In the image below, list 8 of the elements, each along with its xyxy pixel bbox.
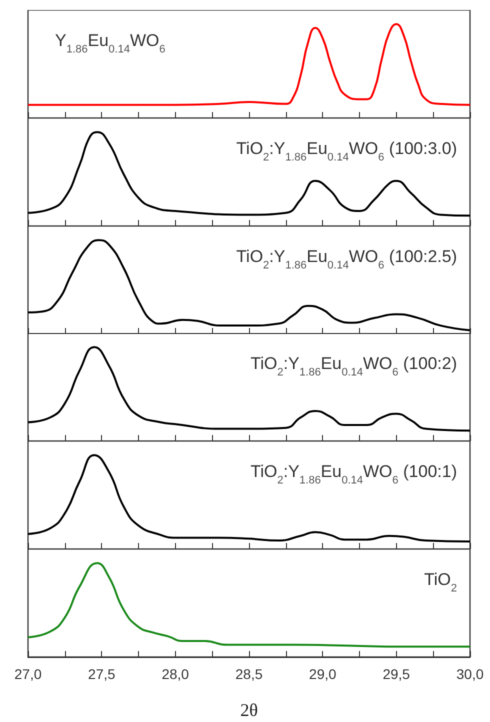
- x-tick-label: 28,5: [235, 666, 263, 682]
- x-tick-label: 28,0: [162, 666, 190, 682]
- x-tick-label: 30,0: [456, 666, 484, 682]
- x-axis-title: 2θ: [240, 700, 258, 720]
- x-tick-label: 29,0: [309, 666, 337, 682]
- x-tick-label: 27,5: [88, 666, 116, 682]
- x-tick-label: 29,5: [382, 666, 410, 682]
- x-tick-label: 27,0: [14, 666, 42, 682]
